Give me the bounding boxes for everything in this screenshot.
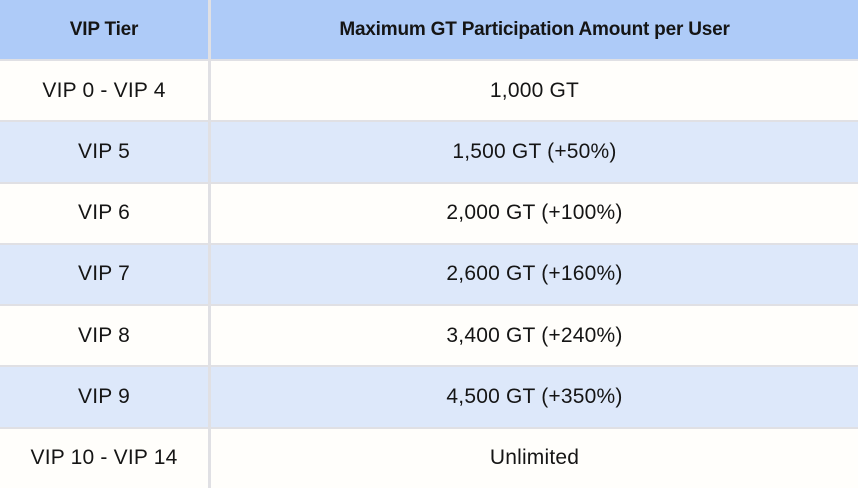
vip-tier-cell: VIP 7 — [0, 244, 211, 305]
vip-tier-cell: VIP 5 — [0, 122, 211, 182]
vip-tier-cell: VIP 0 - VIP 4 — [0, 61, 211, 121]
participation-amount-cell: 4,500 GT (+350%) — [446, 385, 623, 409]
vip-tier-cell: VIP 8 — [0, 306, 211, 366]
column-header-vip-tier: VIP Tier — [0, 0, 211, 59]
column-header-max-participation: Maximum GT Participation Amount per User — [339, 18, 730, 40]
vip-tier-cell: VIP 6 — [0, 183, 211, 243]
participation-amount-cell: 1,000 GT — [489, 78, 580, 102]
participation-amount-cell: 1,500 GT (+50%) — [452, 139, 617, 163]
table-row: VIP 7 2,600 GT (+160%) — [0, 242, 858, 305]
participation-amount-cell: 2,000 GT (+100%) — [446, 201, 623, 225]
table-row: VIP 8 3,400 GT (+240%) — [0, 304, 858, 366]
table-row: VIP 6 2,000 GT (+100%) — [0, 181, 858, 243]
participation-amount-cell: Unlimited — [489, 446, 580, 470]
participation-amount-cell: 3,400 GT (+240%) — [446, 323, 623, 347]
table-header-row: VIP Tier Maximum GT Participation Amount… — [0, 0, 858, 59]
vip-tier-cell: VIP 10 - VIP 14 — [0, 428, 211, 488]
table-row: VIP 10 - VIP 14 Unlimited — [0, 426, 858, 488]
table-row: VIP 5 1,500 GT (+50%) — [0, 120, 858, 182]
table-row: VIP 9 4,500 GT (+350%) — [0, 365, 858, 427]
table-row: VIP 0 - VIP 4 1,000 GT — [0, 59, 858, 121]
participation-amount-cell: 2,600 GT (+160%) — [446, 262, 623, 286]
vip-tier-cell: VIP 9 — [0, 367, 211, 427]
